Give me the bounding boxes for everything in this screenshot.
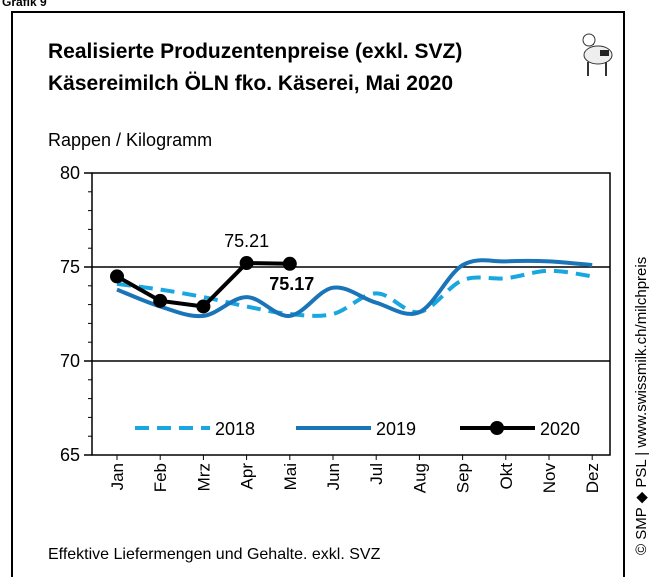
- legend-label: 2020: [540, 419, 580, 439]
- x-tick-label: Jan: [108, 463, 127, 490]
- x-tick-label: Feb: [151, 463, 170, 492]
- marker: [153, 293, 168, 308]
- cow-icon: [582, 33, 613, 76]
- chart-subtitle: Käsereimilch ÖLN fko. Käserei, Mai 2020: [48, 72, 453, 95]
- source: © SMP ◆ PSL | www.swissmilk.ch/milchprei…: [633, 257, 650, 555]
- x-tick-label: Dez: [583, 463, 602, 493]
- y-tick-label: 65: [60, 445, 80, 465]
- x-tick-label: Mai: [281, 463, 300, 490]
- x-tick-label: Mrz: [194, 463, 213, 491]
- marker: [110, 269, 124, 284]
- x-tick-label: Aug: [410, 463, 429, 493]
- x-tick-label: Nov: [540, 463, 559, 494]
- marker: [239, 256, 254, 271]
- line-2019: [116, 258, 593, 319]
- marker: [196, 299, 211, 314]
- frame: [11, 11, 625, 577]
- footnote: Effektive Liefermengen und Gehalte. exkl…: [48, 546, 381, 563]
- x-tick-label: Sep: [454, 463, 473, 493]
- y-tick-label: 70: [60, 351, 80, 371]
- data-label: 75.17: [269, 274, 314, 294]
- legend-marker: [490, 421, 504, 435]
- y-axis-label: Rappen / Kilogramm: [48, 130, 212, 150]
- y-tick-label: 80: [60, 163, 80, 183]
- legend-label: 2018: [215, 419, 255, 439]
- y-tick-label: 75: [60, 257, 80, 277]
- line-2018: [116, 268, 593, 318]
- header: Grafik 9: [2, 0, 47, 9]
- data-label: 75.21: [224, 231, 269, 251]
- x-tick-label: Apr: [238, 463, 257, 490]
- x-tick-label: Okt: [497, 463, 516, 490]
- chart-title: Realisierte Produzentenpreise (exkl. SVZ…: [48, 40, 462, 63]
- plot-frame: [91, 172, 611, 456]
- legend-label: 2019: [376, 419, 416, 439]
- x-tick-label: Jul: [367, 463, 386, 485]
- x-tick-label: Jun: [324, 463, 343, 490]
- marker: [282, 256, 297, 271]
